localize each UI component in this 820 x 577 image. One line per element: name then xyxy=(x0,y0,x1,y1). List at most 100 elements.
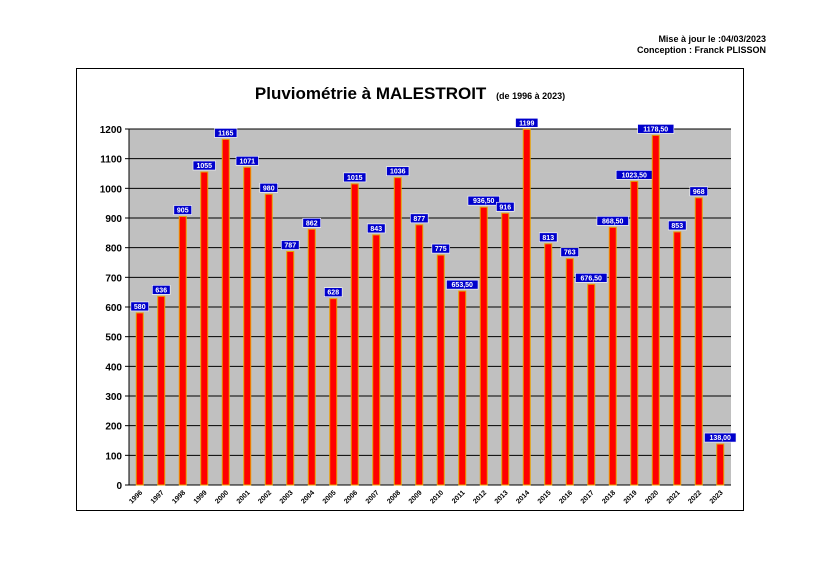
y-tick-label: 200 xyxy=(105,422,122,433)
data-label: 905 xyxy=(177,208,189,215)
data-label-box xyxy=(235,155,259,166)
x-tick-label: 2020 xyxy=(644,489,660,505)
bar-2016 xyxy=(565,258,574,486)
x-tick-label: 2022 xyxy=(687,489,703,505)
data-label-box xyxy=(130,301,149,312)
data-label: 763 xyxy=(564,250,576,257)
x-tick-label: 2017 xyxy=(580,489,596,505)
data-label: 868,50 xyxy=(602,218,624,225)
data-label: 1055 xyxy=(196,163,212,170)
bar-1997 xyxy=(157,295,166,486)
data-label: 1199 xyxy=(519,120,534,127)
data-label: 1178,50 xyxy=(643,126,668,133)
x-tick-label: 2005 xyxy=(322,489,338,505)
chart-title-main: Pluviométrie à MALESTROIT xyxy=(255,84,487,103)
x-tick-label: 2001 xyxy=(236,489,252,505)
bar-2007 xyxy=(372,234,381,486)
data-label: 877 xyxy=(413,216,425,223)
x-tick-label: 2011 xyxy=(451,489,467,505)
y-tick-label: 900 xyxy=(105,214,122,225)
rainfall-chart: Pluviométrie à MALESTROIT (de 1996 à 202… xyxy=(100,84,737,505)
update-info: Mise à jour le :04/03/2023 Conception : … xyxy=(637,34,766,56)
data-label: 1015 xyxy=(347,175,363,182)
update-date: Mise à jour le :04/03/2023 xyxy=(658,34,766,44)
data-label-box xyxy=(214,128,238,138)
data-label: 787 xyxy=(284,243,296,250)
x-tick-label: 1996 xyxy=(128,489,144,505)
x-tick-label: 2006 xyxy=(343,489,359,505)
data-label: 580 xyxy=(134,304,146,311)
data-label-box xyxy=(367,223,386,234)
data-label-box xyxy=(192,160,216,171)
y-tick-label: 0 xyxy=(116,481,122,492)
y-tick-label: 700 xyxy=(105,273,122,284)
y-tick-label: 1100 xyxy=(100,155,122,166)
bar-2019 xyxy=(630,180,639,486)
data-label: 968 xyxy=(693,189,705,196)
bar-2013 xyxy=(501,212,510,486)
x-tick-label: 2012 xyxy=(472,489,488,505)
bar-1996 xyxy=(135,312,144,486)
bar-2012 xyxy=(479,206,488,486)
data-label: 653,50 xyxy=(452,282,474,289)
data-label-box xyxy=(259,182,278,193)
y-tick-label: 1000 xyxy=(100,184,123,195)
y-tick-label: 1200 xyxy=(100,125,123,136)
bar-2002 xyxy=(264,193,273,486)
x-tick-label: 1998 xyxy=(171,489,187,505)
data-label-box xyxy=(281,240,300,250)
bar-2017 xyxy=(587,283,596,486)
x-tick-label: 2015 xyxy=(537,489,553,505)
bar-2015 xyxy=(544,243,553,486)
x-tick-label: 2021 xyxy=(666,489,682,505)
x-tick-label: 2009 xyxy=(408,489,424,505)
data-label: 853 xyxy=(671,223,683,230)
chart-subtitle: (de 1996 à 2023) xyxy=(496,91,565,101)
x-tick-label: 2007 xyxy=(365,489,381,505)
data-label-box xyxy=(386,166,410,176)
data-label: 628 xyxy=(327,290,339,297)
x-tick-label: 2019 xyxy=(623,489,639,505)
data-label-box xyxy=(152,285,171,295)
data-label-box xyxy=(446,279,479,290)
x-tick-label: 2002 xyxy=(257,489,273,505)
data-label: 676,50 xyxy=(581,275,603,282)
data-label-box xyxy=(343,172,367,183)
x-tick-label: 2008 xyxy=(386,489,402,505)
bar-2000 xyxy=(221,138,230,486)
data-label-box xyxy=(410,213,429,224)
data-label: 916 xyxy=(499,204,511,211)
chart-title: Pluviométrie à MALESTROIT (de 1996 à 202… xyxy=(255,84,565,103)
data-label: 862 xyxy=(306,220,318,227)
y-tick-label: 800 xyxy=(105,244,122,255)
data-label-box xyxy=(324,287,343,297)
data-label-box xyxy=(596,216,629,226)
bar-2010 xyxy=(436,254,445,486)
bar-2014 xyxy=(522,128,531,486)
x-tick-label: 2016 xyxy=(558,489,574,505)
y-tick-label: 600 xyxy=(105,303,122,314)
data-label: 775 xyxy=(435,246,447,253)
data-label-box xyxy=(515,117,539,128)
data-label: 980 xyxy=(263,185,275,192)
data-label: 936,50 xyxy=(473,198,495,205)
bar-1998 xyxy=(178,216,187,486)
x-tick-label: 2003 xyxy=(279,489,295,505)
data-label: 1036 xyxy=(390,169,406,176)
data-label-box xyxy=(668,220,687,231)
data-label-box xyxy=(496,201,515,212)
bar-2006 xyxy=(350,183,359,486)
data-label-box xyxy=(431,243,450,254)
bar-2009 xyxy=(415,224,424,486)
x-tick-label: 2014 xyxy=(515,489,531,505)
author-credit: Conception : Franck PLISSON xyxy=(636,45,766,55)
bar-2004 xyxy=(307,228,316,486)
bar-1999 xyxy=(200,171,209,486)
data-label: 138,00 xyxy=(710,435,732,442)
bar-2005 xyxy=(329,298,338,486)
data-label: 843 xyxy=(370,226,382,233)
x-tick-label: 2004 xyxy=(300,489,316,505)
y-tick-label: 500 xyxy=(105,333,122,344)
data-label-box xyxy=(539,232,558,243)
x-tick-label: 2000 xyxy=(214,489,230,505)
